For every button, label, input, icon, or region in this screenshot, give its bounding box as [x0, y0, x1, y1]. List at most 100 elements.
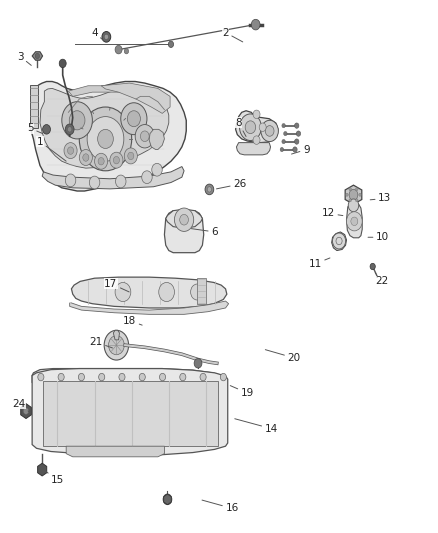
Circle shape [38, 373, 44, 381]
Text: 11: 11 [308, 258, 330, 269]
Circle shape [83, 154, 89, 161]
Circle shape [293, 147, 297, 152]
Circle shape [62, 102, 92, 139]
Circle shape [121, 103, 147, 135]
Text: 20: 20 [265, 350, 300, 363]
Polygon shape [101, 83, 170, 114]
Circle shape [99, 373, 105, 381]
Circle shape [159, 373, 166, 381]
Polygon shape [40, 88, 169, 168]
Circle shape [296, 131, 300, 136]
Circle shape [194, 359, 202, 368]
Circle shape [349, 188, 352, 191]
Text: 14: 14 [235, 419, 278, 434]
Circle shape [110, 152, 123, 168]
Polygon shape [197, 278, 206, 304]
Text: 17: 17 [104, 279, 129, 292]
Polygon shape [43, 381, 218, 446]
Circle shape [69, 111, 85, 130]
Circle shape [168, 41, 173, 47]
Circle shape [98, 130, 113, 149]
Polygon shape [30, 85, 38, 128]
Polygon shape [42, 166, 184, 189]
Circle shape [124, 148, 138, 164]
Circle shape [207, 187, 212, 192]
Circle shape [98, 158, 104, 165]
Circle shape [59, 59, 66, 68]
Text: 15: 15 [46, 471, 64, 485]
Polygon shape [30, 82, 186, 191]
Circle shape [220, 373, 226, 381]
Text: 12: 12 [321, 208, 343, 219]
Polygon shape [113, 330, 120, 340]
Circle shape [370, 263, 375, 270]
Polygon shape [346, 203, 362, 238]
Text: 3: 3 [17, 52, 31, 66]
Circle shape [349, 199, 352, 202]
Text: 19: 19 [230, 385, 254, 398]
Circle shape [152, 164, 162, 176]
Circle shape [115, 282, 131, 302]
Circle shape [349, 189, 358, 200]
Circle shape [116, 175, 126, 188]
Text: 16: 16 [202, 500, 239, 513]
Circle shape [259, 123, 266, 132]
Polygon shape [68, 86, 164, 103]
Circle shape [294, 123, 299, 128]
Circle shape [253, 136, 260, 144]
Circle shape [79, 107, 132, 171]
Text: 21: 21 [89, 337, 113, 348]
Text: 22: 22 [375, 273, 388, 286]
Circle shape [128, 152, 134, 160]
Polygon shape [164, 211, 204, 253]
Text: 6: 6 [191, 227, 218, 237]
Circle shape [67, 127, 72, 132]
Circle shape [102, 31, 111, 42]
Circle shape [356, 188, 358, 191]
Text: 10: 10 [368, 232, 389, 243]
Polygon shape [38, 463, 47, 476]
Polygon shape [345, 185, 362, 204]
Polygon shape [237, 143, 271, 155]
Circle shape [282, 124, 286, 128]
Text: 9: 9 [292, 144, 310, 155]
Circle shape [284, 132, 287, 136]
Circle shape [78, 373, 85, 381]
Text: 1: 1 [37, 136, 66, 161]
Text: 26: 26 [216, 179, 247, 189]
Circle shape [253, 110, 260, 118]
Circle shape [115, 45, 122, 54]
Circle shape [65, 124, 74, 135]
Polygon shape [149, 130, 164, 150]
Text: 24: 24 [12, 399, 30, 413]
Polygon shape [66, 446, 164, 457]
Polygon shape [71, 277, 227, 308]
Circle shape [142, 171, 152, 183]
Text: 18: 18 [123, 316, 142, 326]
Text: 5: 5 [27, 123, 42, 134]
Polygon shape [21, 403, 31, 418]
Polygon shape [236, 111, 278, 143]
Circle shape [104, 34, 109, 39]
Circle shape [104, 330, 129, 360]
Circle shape [135, 125, 154, 148]
Circle shape [127, 111, 141, 127]
Circle shape [124, 49, 129, 54]
Circle shape [282, 140, 286, 144]
Circle shape [356, 199, 358, 202]
Circle shape [79, 150, 92, 165]
Circle shape [200, 373, 206, 381]
Circle shape [163, 494, 172, 505]
Circle shape [23, 408, 28, 414]
Circle shape [280, 148, 284, 152]
Polygon shape [332, 232, 346, 251]
Circle shape [35, 53, 39, 59]
Circle shape [245, 121, 256, 134]
Polygon shape [166, 209, 202, 228]
Circle shape [265, 126, 274, 136]
Circle shape [65, 174, 76, 187]
Text: 13: 13 [370, 193, 392, 204]
Circle shape [89, 176, 100, 189]
Circle shape [348, 199, 359, 212]
Circle shape [174, 208, 194, 231]
